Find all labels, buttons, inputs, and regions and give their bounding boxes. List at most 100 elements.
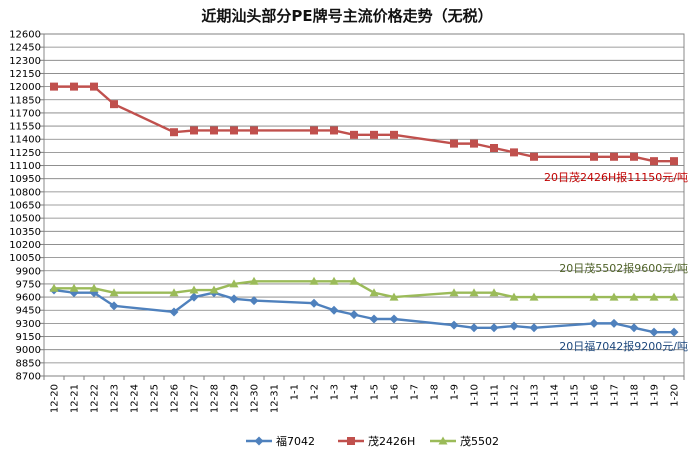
series-3-point [609, 292, 619, 301]
x-tick-label: 1-10 [470, 384, 481, 407]
x-tick-label: 12-26 [170, 384, 181, 413]
y-tick-label: 12600 [9, 30, 41, 41]
series-2-point [190, 126, 198, 135]
x-tick-label: 12-31 [270, 384, 281, 413]
series-3-point [589, 292, 599, 301]
series-3-point [109, 288, 119, 297]
x-tick-label: 1-20 [670, 384, 681, 407]
series-3-point [469, 288, 479, 297]
y-tick-label: 12450 [9, 43, 41, 54]
series-1-point [609, 318, 619, 328]
legend-marker [347, 437, 355, 445]
x-tick-label: 12-27 [190, 384, 201, 413]
y-tick-label: 9300 [16, 319, 41, 330]
series-3-point [649, 292, 659, 301]
x-tick-label: 12-22 [90, 384, 101, 413]
series-3-line [54, 280, 674, 299]
x-tick-label: 1-19 [650, 384, 661, 407]
series-1-point [249, 296, 259, 306]
x-tick-label: 1-2 [310, 384, 321, 400]
series-3-point [209, 285, 219, 294]
series-2-point [670, 157, 678, 166]
series-1-point [189, 292, 199, 302]
series-3-point [169, 288, 179, 297]
series-2-point [470, 139, 478, 148]
series-3-point [189, 285, 199, 294]
x-tick-label: 1-11 [490, 384, 501, 407]
series-1-point [369, 314, 379, 324]
series-3-point [349, 276, 359, 285]
y-tick-label: 10350 [9, 227, 41, 238]
y-tick-label: 8850 [16, 358, 41, 369]
series-3-point [309, 276, 319, 285]
series-2-point [590, 152, 598, 161]
x-tick-label: 12-20 [50, 384, 61, 413]
y-tick-label: 9750 [16, 279, 41, 290]
y-tick-label: 12300 [9, 56, 41, 67]
series-1-point [309, 298, 319, 308]
x-tick-label: 12-29 [230, 384, 241, 413]
chart-title: 近期汕头部分PE牌号主流价格走势（无税） [201, 7, 492, 25]
series-2-point [370, 130, 378, 139]
legend-item: 茂2426H [338, 434, 415, 448]
series-3-point [509, 292, 519, 301]
series-3 [49, 276, 679, 301]
x-tick-label: 1-17 [610, 384, 621, 407]
series-3-point [449, 288, 459, 297]
annotation-label: 20日茂2426H报11150元/吨 [544, 170, 688, 184]
series-3-point [229, 279, 239, 288]
x-tick-label: 1-12 [510, 384, 521, 407]
x-tick-label: 12-25 [150, 384, 161, 413]
series-2-point [250, 126, 258, 135]
series-2-point [210, 126, 218, 135]
series-2 [50, 82, 678, 166]
y-tick-label: 9900 [16, 266, 41, 277]
y-tick-label: 11550 [9, 122, 41, 133]
x-tick-label: 1-9 [450, 384, 461, 400]
x-tick-label: 1-15 [570, 384, 581, 407]
x-tick-label: 1-3 [330, 384, 341, 400]
y-tick-label: 10200 [9, 240, 41, 251]
series-1-point [389, 314, 399, 324]
series-2-point [70, 82, 78, 91]
series-2-point [310, 126, 318, 135]
series-3-point [629, 292, 639, 301]
y-tick-label: 12150 [9, 69, 41, 80]
series-3-point [329, 276, 339, 285]
series-2-point [450, 139, 458, 148]
legend-marker [254, 436, 264, 446]
x-tick-label: 1-7 [410, 384, 421, 400]
legend-item: 茂5502 [430, 434, 499, 448]
series-2-point [610, 152, 618, 161]
series-2-point [510, 148, 518, 157]
annotation-label: 20日茂5502报9600元/吨 [559, 261, 688, 275]
annotation-label: 20日福7042报9200元/吨 [559, 339, 688, 353]
series-3-point [249, 276, 259, 285]
series-3-point [489, 288, 499, 297]
series-1-point [509, 321, 519, 331]
series-2-point [330, 126, 338, 135]
series-1-point [589, 318, 599, 328]
x-axis-ticks: 12-20 12-21 12-22 12-23 12-24 12-25 12-26 12-27… [43, 376, 685, 413]
legend-label: 茂2426H [368, 434, 415, 448]
series-2-point [530, 152, 538, 161]
x-tick-label: 1-5 [370, 384, 381, 400]
series-3-point [669, 292, 679, 301]
series-1-point [169, 307, 179, 317]
y-tick-label: 11850 [9, 95, 41, 106]
series-2-point [650, 157, 658, 166]
series-1-point [349, 310, 359, 320]
x-tick-label: 12-30 [250, 384, 261, 413]
series-1-point [649, 327, 659, 337]
x-tick-label: 1-14 [550, 384, 561, 407]
y-tick-label: 10500 [9, 214, 41, 225]
series-2-point [110, 100, 118, 109]
x-tick-label: 1-4 [350, 384, 361, 400]
series-3-point [369, 288, 379, 297]
y-tick-label: 11400 [9, 135, 41, 146]
x-tick-label: 12-24 [130, 384, 141, 413]
y-tick-label: 10800 [9, 187, 41, 198]
series-2-point [350, 130, 358, 139]
x-tick-label: 12-28 [210, 384, 221, 413]
